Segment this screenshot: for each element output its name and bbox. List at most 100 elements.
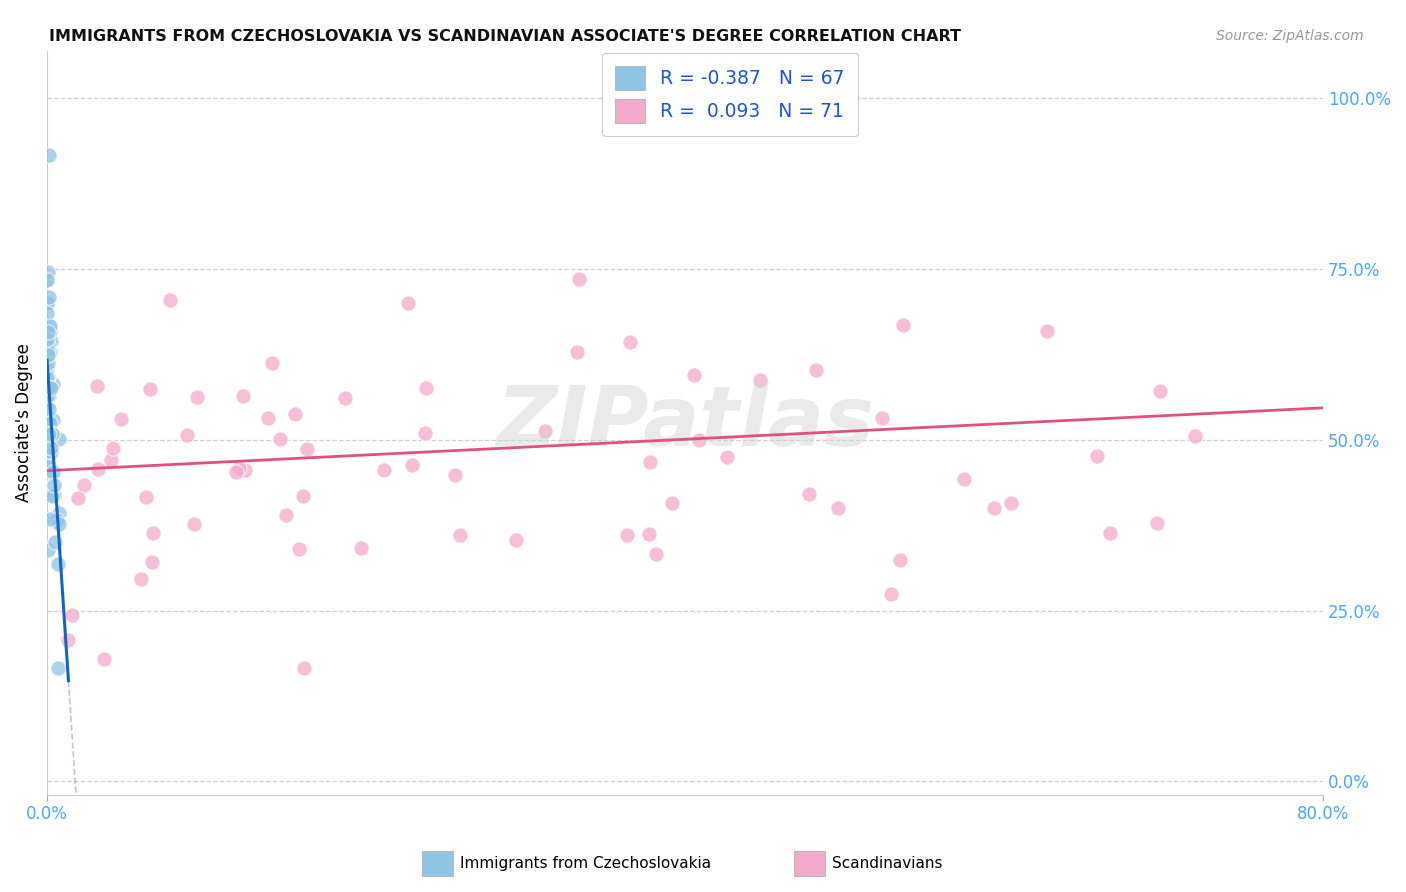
Point [37, 427, 59, 442]
Point [44, 534, 66, 549]
Point [48, 661, 70, 675]
Point [872, 410, 894, 425]
Point [42, 413, 65, 427]
Point [284, 407, 307, 421]
Point [141, 555, 163, 569]
Point [269, 432, 291, 446]
Point [41, 489, 63, 503]
Point [644, 547, 666, 561]
Point [983, 501, 1005, 516]
Point [129, 572, 152, 586]
Point [72, 478, 94, 492]
Point [39, 334, 62, 348]
Point [39, 512, 62, 526]
Point [38, 414, 60, 428]
Point [41, 425, 63, 440]
Point [44, 488, 66, 502]
Point [619, 335, 641, 350]
Y-axis label: Associate's Degree: Associate's Degree [15, 343, 32, 502]
Point [38, 413, 60, 427]
Point [37, 388, 59, 402]
Point [38, 326, 60, 340]
Text: Immigrants from Czechoslovakia: Immigrants from Czechoslovakia [460, 856, 711, 871]
Point [806, 363, 828, 377]
Point [159, 293, 181, 308]
Point [142, 526, 165, 541]
Point [46, 513, 69, 527]
Point [138, 382, 160, 396]
Point [42, 513, 65, 527]
Point [37, 343, 59, 358]
Point [38, 380, 60, 394]
Point [232, 389, 254, 403]
Point [37, 295, 59, 310]
Point [35, 371, 58, 385]
Point [110, 412, 132, 426]
Point [39, 381, 62, 395]
Point [688, 433, 710, 447]
Point [39, 319, 62, 334]
Point [86, 378, 108, 392]
Point [1036, 324, 1059, 338]
Point [38, 416, 60, 430]
Point [37, 318, 59, 332]
Point [183, 517, 205, 532]
Point [41, 426, 63, 441]
Text: ZIPatlas: ZIPatlas [496, 383, 875, 463]
Point [67, 491, 90, 506]
Point [413, 426, 436, 441]
Point [37, 370, 59, 384]
Point [37, 418, 59, 433]
Point [256, 410, 278, 425]
Point [38, 432, 60, 446]
Point [37, 325, 59, 339]
Point [48, 433, 70, 447]
Point [292, 661, 315, 675]
Point [38, 327, 60, 342]
Point [37, 444, 59, 458]
Point [35, 333, 58, 347]
Point [276, 508, 298, 522]
Point [827, 500, 849, 515]
Point [228, 460, 250, 475]
Point [292, 489, 315, 503]
Point [37, 399, 59, 413]
Point [505, 533, 527, 547]
Point [889, 552, 911, 566]
Point [37, 305, 59, 319]
Point [38, 324, 60, 338]
Point [176, 427, 198, 442]
Text: Scandinavians: Scandinavians [832, 856, 943, 871]
Point [37, 368, 59, 383]
Point [38, 427, 60, 442]
Legend: R = -0.387   N = 67, R =  0.093   N = 71: R = -0.387 N = 67, R = 0.093 N = 71 [602, 53, 858, 136]
Point [37, 337, 59, 351]
Point [41, 445, 63, 459]
Point [186, 390, 208, 404]
Point [565, 345, 588, 359]
Point [37, 362, 59, 376]
Point [1146, 516, 1168, 530]
Point [661, 496, 683, 510]
Point [37, 543, 59, 558]
Point [38, 148, 60, 162]
Point [616, 528, 638, 542]
Point [41, 376, 63, 391]
Point [444, 467, 467, 482]
Point [716, 450, 738, 465]
Point [749, 373, 772, 387]
Point [93, 652, 115, 666]
Point [35, 273, 58, 287]
Point [1184, 429, 1206, 443]
Point [333, 392, 356, 406]
Point [682, 368, 704, 382]
Point [37, 338, 59, 352]
Point [44, 478, 66, 492]
Point [39, 345, 62, 359]
Point [350, 541, 373, 555]
Point [35, 456, 58, 470]
Point [1098, 525, 1121, 540]
Point [952, 472, 974, 486]
Point [37, 325, 59, 339]
Point [100, 452, 122, 467]
